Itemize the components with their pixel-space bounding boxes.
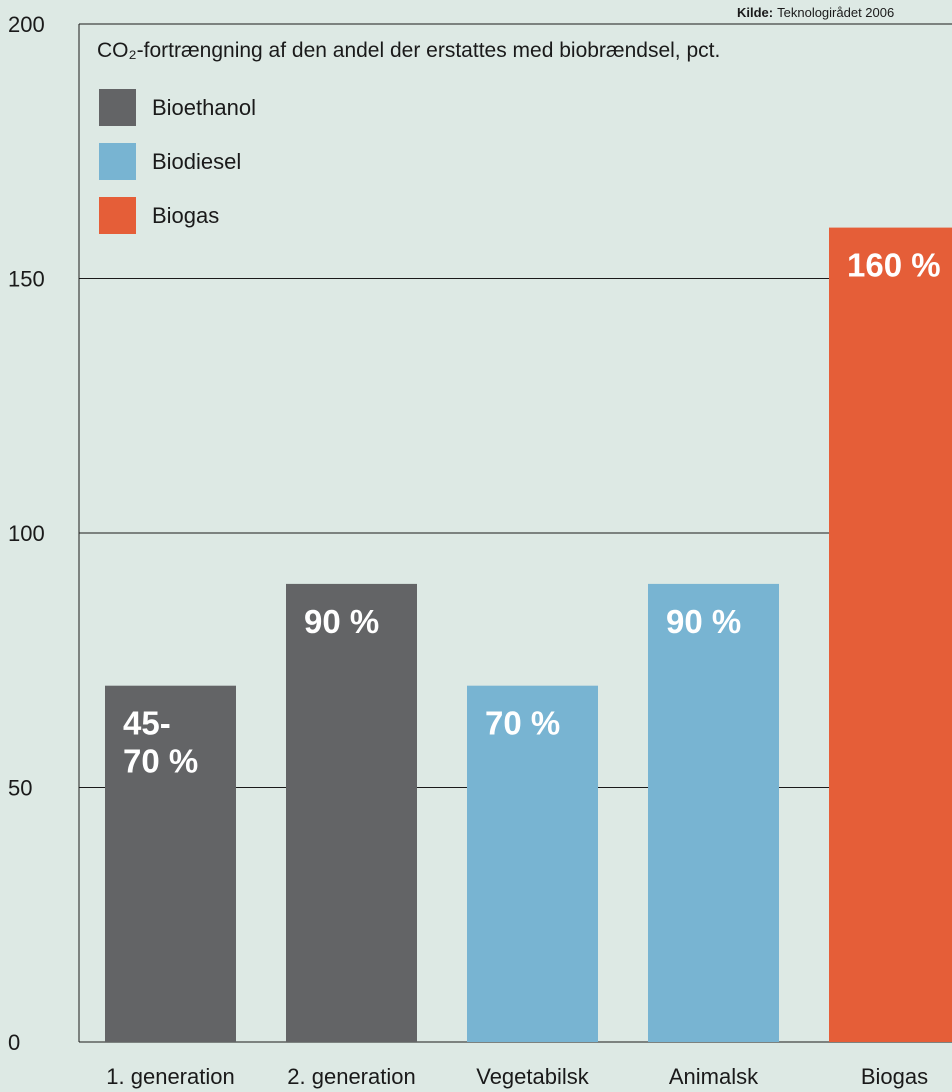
source-value: Teknologirådet 2006 [777, 5, 894, 20]
source-label: Kilde: [737, 5, 773, 20]
legend-label-biodiesel: Biodiesel [152, 149, 241, 174]
x-label-2-generation: 2. generation [287, 1064, 415, 1089]
bar-2-generation [286, 583, 417, 1042]
y-tick-label-100: 100 [8, 521, 45, 546]
legend-swatch-bioethanol [99, 89, 136, 126]
x-axis-labels: 1. generation 2. generation Vegetabilsk Ani… [106, 1064, 928, 1089]
source-note: Kilde: Teknologirådet 2006 [737, 5, 894, 20]
legend-swatch-biodiesel [99, 143, 136, 180]
value-label-2-generation: 90 % [304, 603, 379, 640]
bar-1-generation [105, 685, 236, 1042]
value-label-1-generation: 45-70 % [123, 705, 198, 780]
y-axis-ticks: 0 50 100 150 200 [8, 12, 45, 1055]
value-label-biogas: 160 % [847, 247, 941, 284]
legend-item-biogas: Biogas [99, 197, 219, 234]
y-tick-label-0: 0 [8, 1030, 20, 1055]
legend: Bioethanol Biodiesel Biogas [99, 89, 256, 234]
bar-biogas [829, 227, 952, 1043]
y-tick-label-200: 200 [8, 12, 45, 37]
value-label-vegetabilsk: 70 % [485, 705, 560, 742]
x-label-animalsk: Animalsk [669, 1064, 759, 1089]
chart-title: CO₂-fortrængning af den andel der erstat… [97, 39, 720, 62]
legend-item-bioethanol: Bioethanol [99, 89, 256, 126]
value-labels: 45-70 %90 %70 %90 %160 % [123, 247, 941, 780]
bar-vegetabilsk [467, 685, 598, 1042]
x-label-1-generation: 1. generation [106, 1064, 234, 1089]
x-label-vegetabilsk: Vegetabilsk [476, 1064, 590, 1089]
bars [105, 227, 952, 1043]
value-label-line: 45- [123, 705, 171, 742]
bar-animalsk [648, 583, 779, 1042]
legend-label-biogas: Biogas [152, 203, 219, 228]
value-label-line: 160 % [847, 247, 941, 284]
y-tick-label-150: 150 [8, 267, 45, 292]
legend-item-biodiesel: Biodiesel [99, 143, 241, 180]
value-label-line: 90 % [304, 603, 379, 640]
value-label-line: 70 % [123, 743, 198, 780]
legend-swatch-biogas [99, 197, 136, 234]
y-tick-label-50: 50 [8, 776, 32, 801]
value-label-line: 70 % [485, 705, 560, 742]
value-label-animalsk: 90 % [666, 603, 741, 640]
legend-label-bioethanol: Bioethanol [152, 95, 256, 120]
value-label-line: 90 % [666, 603, 741, 640]
x-label-biogas: Biogas [861, 1064, 928, 1089]
